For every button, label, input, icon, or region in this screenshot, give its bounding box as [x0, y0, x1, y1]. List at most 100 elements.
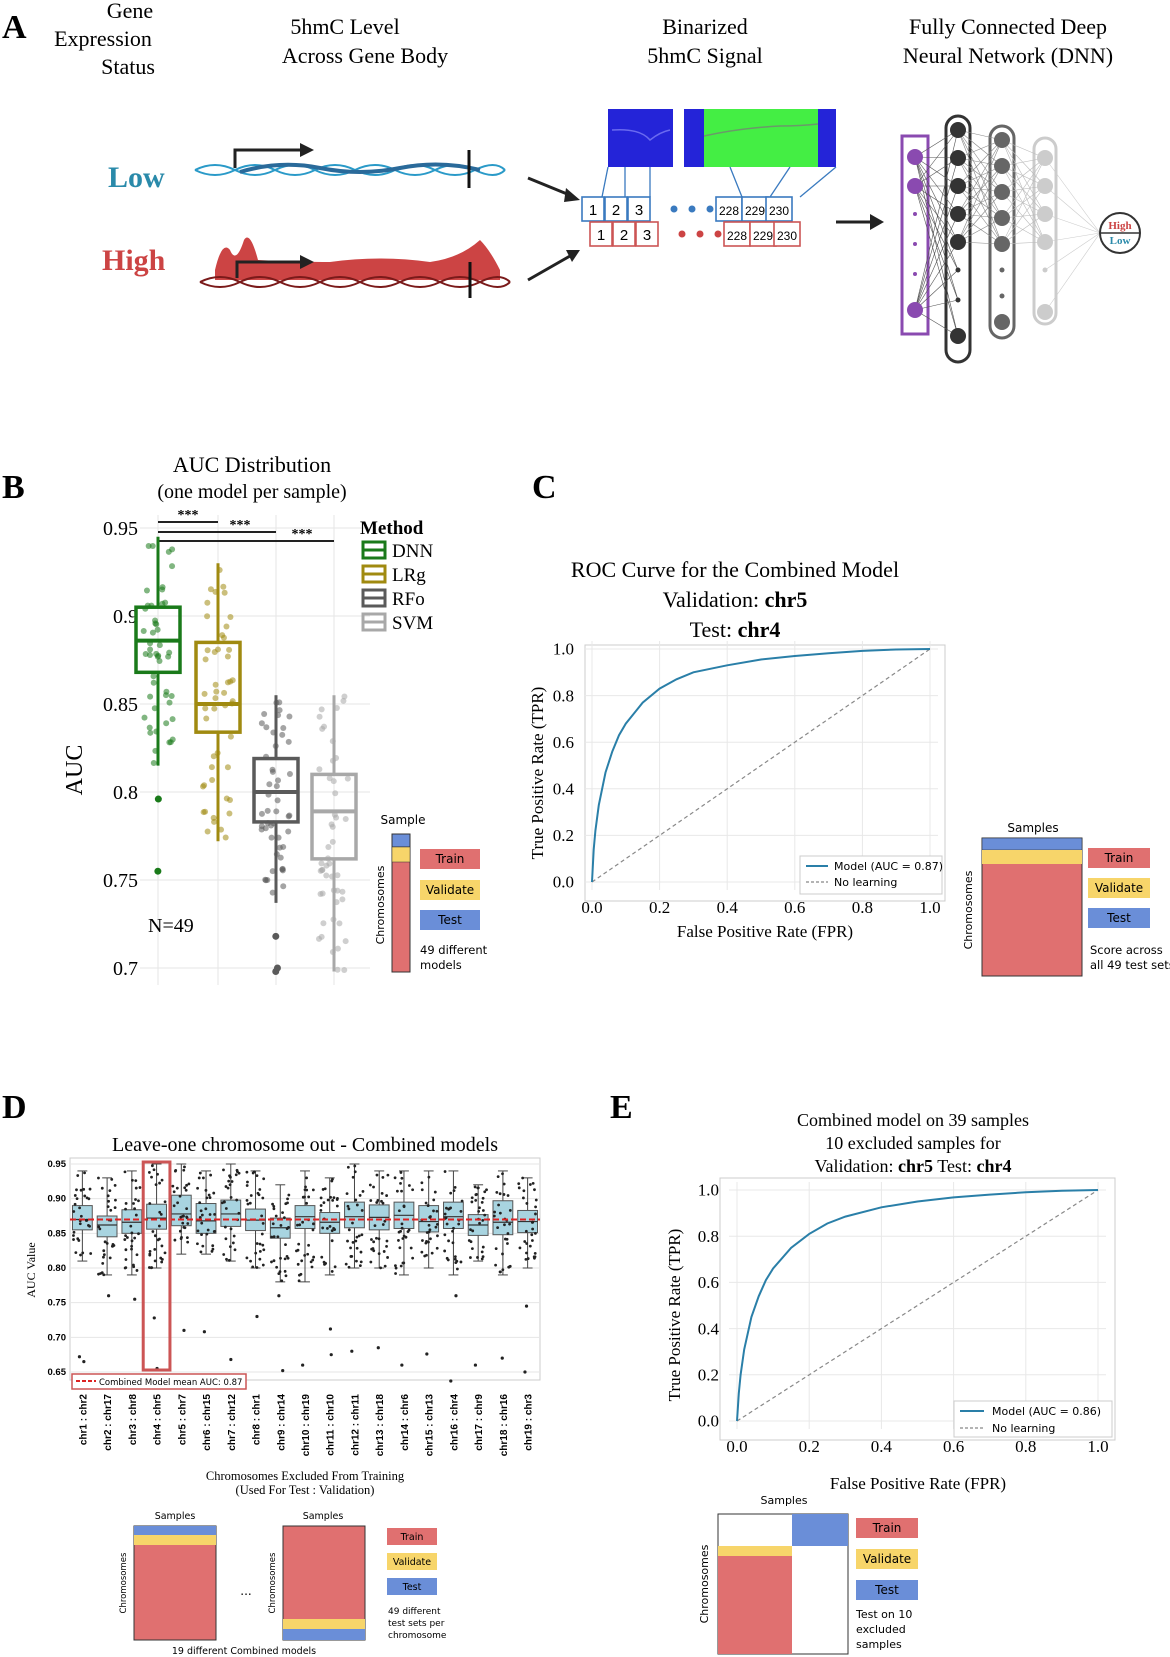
sample-point	[123, 1238, 127, 1241]
sample-point	[219, 632, 226, 639]
sample-point	[124, 1207, 127, 1211]
sample-point	[227, 733, 234, 740]
sample-point	[528, 1183, 532, 1186]
ytick-label: 0.65	[48, 1367, 67, 1378]
sample-point	[200, 1233, 203, 1237]
legend-label-SVM: SVM	[392, 613, 433, 634]
sample-point	[325, 843, 332, 850]
sample-point	[78, 1222, 82, 1226]
sample-point	[205, 1196, 209, 1200]
sample-point	[342, 938, 349, 945]
sample-point	[153, 1234, 157, 1238]
nn-edge	[1001, 157, 1046, 193]
sample-point	[262, 1248, 266, 1252]
sample-point	[397, 1230, 401, 1234]
sample-point	[459, 1260, 463, 1264]
sample-point	[97, 1176, 100, 1180]
sample-point	[124, 1234, 127, 1237]
sample-point	[493, 1210, 496, 1214]
sample-point	[533, 1255, 537, 1259]
nn-edge	[957, 165, 1003, 215]
nn-edge	[1001, 191, 1046, 243]
nn-edge	[1044, 185, 1101, 234]
sample-point	[224, 764, 231, 771]
sample-point	[169, 563, 176, 570]
hidden2-node	[994, 132, 1010, 148]
sample-point	[252, 1170, 256, 1174]
sample-point	[211, 648, 218, 655]
nn-edge	[914, 185, 959, 337]
sample-point	[258, 1250, 262, 1253]
hidden2-node	[994, 314, 1010, 330]
sample-point	[235, 1168, 239, 1172]
sample-point	[443, 1212, 447, 1216]
sample-point	[179, 1237, 183, 1241]
sample-point	[530, 1233, 534, 1237]
sample-point	[524, 1257, 528, 1261]
panel-c-test: Test	[1106, 911, 1131, 925]
nn-edge	[914, 185, 959, 311]
sample-point	[146, 724, 153, 731]
legend-label-DNN: DNN	[392, 541, 433, 562]
sample-point	[249, 1259, 252, 1263]
sample-point	[207, 586, 214, 593]
sample-point	[525, 1202, 529, 1205]
panel-a-letter: A	[2, 9, 27, 46]
xtick-label: chr18 : chr16	[499, 1394, 510, 1457]
sample-point	[113, 1183, 117, 1187]
sample-point	[393, 1176, 397, 1180]
sample-point	[483, 1213, 487, 1217]
panel-d-note-2: test sets per	[388, 1619, 445, 1629]
sample-point	[530, 1220, 534, 1224]
sample-point	[75, 1197, 79, 1201]
nn-edge	[914, 156, 959, 243]
sample-point	[311, 1228, 315, 1232]
sample-point	[457, 1222, 461, 1226]
sample-point	[501, 1252, 504, 1256]
sample-point	[168, 692, 175, 699]
sample-point	[321, 1188, 325, 1191]
sample-point	[359, 1260, 363, 1264]
sample-point	[528, 1244, 532, 1248]
panel-c-legend: Model (AUC = 0.87) No learning	[799, 855, 943, 895]
sample-point	[447, 1239, 450, 1243]
sample-point	[249, 1194, 253, 1197]
nn-edge	[914, 185, 959, 271]
sample-point	[245, 1199, 249, 1202]
sample-point	[229, 1227, 233, 1231]
sample-point	[318, 706, 325, 713]
sample-point	[169, 736, 176, 743]
sample-point	[323, 872, 330, 879]
hidden1-node	[950, 178, 966, 194]
box-chr5:chr7	[170, 1194, 192, 1227]
sig-stars: ***	[178, 508, 199, 523]
sample-point	[246, 1202, 250, 1206]
sample-point	[285, 1254, 289, 1258]
nn-edge	[1044, 213, 1101, 234]
sample-point	[202, 705, 209, 712]
sample-point	[261, 1221, 265, 1225]
panel-c-samples-title: Samples	[1007, 821, 1058, 835]
nn-edge	[1044, 157, 1101, 234]
sample-point	[320, 1255, 324, 1259]
sample-point	[156, 642, 163, 649]
hidden2-node	[999, 267, 1005, 273]
sample-point	[152, 1168, 156, 1172]
sig-stars: ***	[292, 527, 313, 542]
xtick-label: chr2 : chr17	[103, 1394, 114, 1451]
sample-point	[326, 1226, 329, 1230]
sample-point	[210, 753, 217, 760]
sample-point	[227, 1258, 231, 1262]
sample-point	[326, 775, 333, 782]
sample-point	[476, 1186, 480, 1190]
input-node	[907, 178, 923, 194]
panel-c-title-line3: Test: chr4	[690, 617, 781, 642]
outlier-point	[154, 795, 162, 803]
sample-point	[453, 1255, 457, 1259]
sample-point	[87, 1197, 91, 1201]
sample-point	[360, 1233, 364, 1237]
low-label: Low	[108, 161, 165, 194]
xtick-label: chr10 : chr19	[301, 1394, 312, 1457]
high-bin-label: 229	[753, 229, 773, 243]
xtick-label: 0.6	[943, 1437, 964, 1456]
